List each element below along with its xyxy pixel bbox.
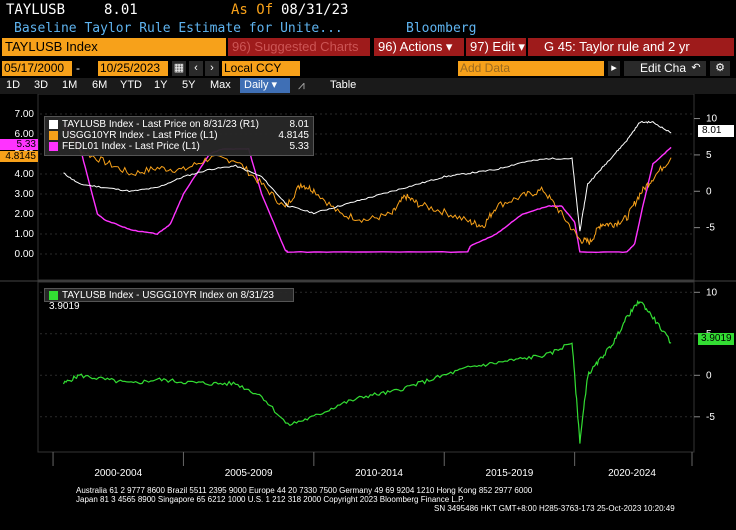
period-1y[interactable]: 1Y [154, 79, 168, 91]
legend-item-usgg[interactable]: USGG10YR Index - Last Price (L1) 4.8145 [49, 130, 309, 141]
tayl-value-tag: 8.01 [698, 125, 734, 137]
security-description: Baseline Taylor Rule Estimate for Unite.… [14, 21, 343, 36]
period-6m[interactable]: 6M [92, 79, 108, 91]
legend-value: 8.01 [289, 119, 309, 130]
frequency-select[interactable]: Daily ▾ [240, 78, 290, 93]
period-ytd[interactable]: YTD [120, 79, 142, 91]
footer-session: SN 3495486 HKT GMT+8:00 H285-3763-173 25… [434, 504, 675, 513]
usgg-value-tag: 4.8145 [0, 151, 38, 162]
currency-select[interactable]: Local CCY [222, 61, 300, 76]
period-3d[interactable]: 3D [34, 79, 49, 91]
edit-chart-button[interactable]: Edit Chart [624, 61, 696, 76]
legend-item-fedl[interactable]: FEDL01 Index - Last Price (L1) 5.33 [49, 141, 309, 152]
right-tick-label: 0 [706, 186, 712, 197]
right-tick-label: -5 [706, 223, 715, 234]
left-tick-label: 7.00 [15, 109, 35, 120]
x-axis-label: 2010-2014 [355, 468, 403, 479]
x-axis-label: 2020-2024 [608, 468, 656, 479]
left-tick-label: 6.00 [15, 129, 35, 140]
diff-value-tag: 3.9019 [698, 333, 734, 345]
x-axis-label: 2000-2004 [94, 468, 142, 479]
date-separator: - [76, 61, 80, 75]
legend-value: 5.33 [289, 141, 309, 152]
legend-label: FEDL01 Index - Last Price (L1) [62, 141, 200, 152]
suggested-charts-button[interactable]: 96) Suggested Charts [228, 38, 370, 56]
legend-swatch [49, 290, 58, 300]
left-tick-label: 4.00 [15, 169, 35, 180]
period-bar: 1D 3D 1M 6M YTD 1Y 5Y Max Daily ▾ ⩘ Tabl… [0, 78, 736, 94]
end-date-field[interactable]: 10/25/2023 [98, 61, 168, 76]
period-1m[interactable]: 1M [62, 79, 78, 91]
x-axis-label: 2005-2009 [225, 468, 273, 479]
x-axis-label: 2015-2019 [486, 468, 534, 479]
left-tick-label: 3.00 [15, 189, 35, 200]
fedl-value-tag: 5.33 [0, 139, 38, 150]
legend-value: 3.9019 [49, 301, 80, 312]
legend-item-tayl[interactable]: TAYLUSB Index - Last Price on 8/31/23 (R… [49, 119, 309, 130]
footer: Australia 61 2 9777 8600 Brazil 5511 239… [0, 486, 736, 530]
as-of-date: 08/31/23 [281, 2, 349, 18]
footer-contacts-2: Japan 81 3 4565 8900 Singapore 65 6212 1… [76, 495, 465, 504]
right-tick-label: 10 [706, 287, 718, 298]
prev-arrow-icon[interactable]: ‹ [189, 61, 203, 76]
legend-swatch [49, 119, 58, 129]
command-bar: TAYLUSB Index 96) Suggested Charts 96) A… [0, 38, 736, 58]
description-row: Baseline Taylor Rule Estimate for Unite.… [0, 20, 736, 38]
calendar-icon[interactable]: ▦ [172, 61, 186, 76]
table-button[interactable]: Table [330, 79, 357, 91]
diff-series-line [62, 299, 672, 444]
period-1d[interactable]: 1D [6, 79, 21, 91]
add-data-field[interactable]: Add Data [458, 61, 604, 76]
quote-header: TAYLUSB 8.01 As Of 08/31/23 [0, 0, 736, 20]
right-tick-label: 5 [706, 150, 712, 161]
source-label: Bloomberg [406, 21, 477, 36]
security-field[interactable]: TAYLUSB Index [2, 38, 226, 56]
footer-contacts-1: Australia 61 2 9777 8600 Brazil 5511 239… [76, 486, 533, 495]
left-tick-label: 2.00 [15, 209, 35, 220]
actions-button[interactable]: 96) Actions ▾ [374, 38, 464, 56]
as-of-label: As Of [231, 2, 274, 18]
legend-swatch [49, 141, 58, 151]
period-buttons: 1D 3D 1M 6M YTD 1Y 5Y Max [6, 79, 240, 91]
right-tick-label: 0 [706, 370, 712, 381]
tayl-series-line [63, 120, 672, 232]
legend-value: 4.8145 [278, 130, 309, 141]
chart-area[interactable]: 7.006.005.004.003.002.001.000.001050-510… [0, 94, 736, 530]
start-date-field[interactable]: 05/17/2000 [2, 61, 72, 76]
gear-icon[interactable]: ⚙ [710, 61, 730, 76]
chart-title: G 45: Taylor rule and 2 yr [528, 38, 734, 56]
bottom-legend[interactable]: TAYLUSB Index - USGG10YR Index on 8/31/2… [44, 288, 294, 312]
left-tick-label: 1.00 [15, 229, 35, 240]
usgg-series-line [63, 127, 672, 245]
fedl-series-line [62, 123, 672, 254]
undo-icon[interactable]: ↶ [686, 61, 706, 76]
line-chart-icon[interactable]: ⩘ [298, 78, 305, 92]
legend-swatch [49, 130, 58, 140]
legend-label: USGG10YR Index - Last Price (L1) [62, 130, 218, 141]
legend-label: TAYLUSB Index - Last Price on 8/31/23 (R… [62, 119, 259, 130]
edit-button[interactable]: 97) Edit ▾ [466, 38, 526, 56]
top-legend: TAYLUSB Index - Last Price on 8/31/23 (R… [44, 116, 314, 156]
period-max[interactable]: Max [210, 79, 231, 91]
right-tick-label: -5 [706, 412, 715, 423]
toolbar-icon-left[interactable]: ▸ [608, 61, 620, 76]
ticker: TAYLUSB [6, 2, 66, 18]
next-arrow-icon[interactable]: › [205, 61, 219, 76]
period-5y[interactable]: 5Y [182, 79, 196, 91]
legend-label: TAYLUSB Index - USGG10YR Index on 8/31/2… [62, 290, 274, 301]
right-tick-label: 10 [706, 114, 718, 125]
date-range-bar: 05/17/2000 - 10/25/2023 ▦ ‹ › Local CCY … [0, 60, 736, 78]
last-price: 8.01 [104, 2, 138, 18]
bottom-panel [37, 281, 695, 453]
left-tick-label: 0.00 [15, 249, 35, 260]
